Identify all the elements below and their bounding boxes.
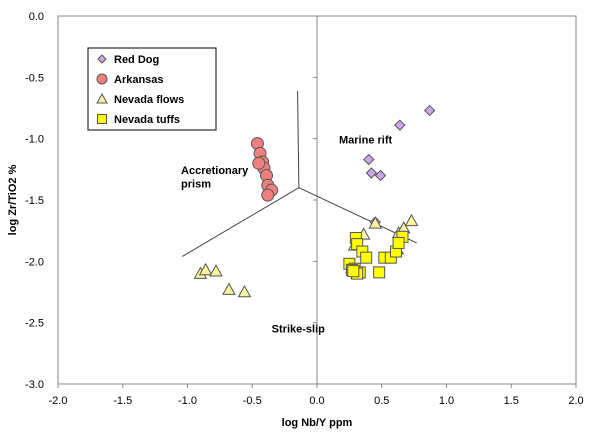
y-tick-label: -3.0 (25, 379, 44, 391)
point-red-dog (423, 104, 436, 117)
region-label: prism (181, 179, 211, 191)
legend-marker (96, 92, 108, 104)
point-nevada-tuffs (347, 265, 360, 278)
point-red-dog (374, 169, 387, 182)
legend: Red Dog Arkansas Nevada flows Nevada tuffs (87, 47, 217, 131)
x-tick-label: -2.0 (49, 395, 68, 407)
x-tick-label: -0.5 (243, 395, 262, 407)
legend-label: Arkansas (114, 74, 164, 86)
point-nevada-flows (209, 264, 223, 277)
x-tick-label: 0.5 (374, 395, 389, 407)
point-nevada-flows (368, 216, 383, 229)
x-tick-label: 1.5 (504, 395, 519, 407)
y-tick-label: -0.5 (25, 72, 44, 84)
point-nevada-flows (198, 262, 213, 276)
point-red-dog (365, 167, 378, 179)
y-tick-label: -2.5 (25, 318, 44, 330)
axes (57, 15, 577, 388)
x-tick-label: 1.0 (439, 395, 454, 407)
legend-label: Nevada flows (114, 94, 184, 106)
region-label: Strike-slip (272, 323, 325, 335)
legend-marker (97, 114, 107, 124)
x-tick-label: 0.0 (309, 395, 324, 407)
field-boundary-line (182, 187, 300, 257)
region-label: Marine rift (339, 135, 393, 147)
y-tick-label: -1.0 (25, 134, 44, 146)
point-red-dog (394, 119, 406, 131)
point-nevada-flows (404, 213, 419, 227)
field-boundary-line (297, 90, 300, 188)
point-red-dog (363, 153, 375, 166)
x-tick-label: -1.5 (113, 395, 132, 407)
y-tick-label: 0.0 (29, 11, 44, 23)
legend-marker (97, 54, 107, 64)
y-tick-label: -1.5 (25, 195, 44, 207)
legend-marker (96, 73, 108, 85)
legend-box (87, 47, 217, 131)
x-axis-title: log Nb/Y ppm (282, 417, 353, 429)
point-arkansas (252, 156, 266, 170)
region-label: Accretionary (181, 165, 249, 177)
legend-label: Red Dog (114, 54, 159, 66)
point-nevada-tuffs (360, 251, 373, 264)
point-nevada-flows (237, 284, 252, 298)
data-points (193, 104, 436, 298)
legend-label: Nevada tuffs (114, 114, 180, 126)
point-nevada-flows (222, 282, 236, 295)
x-tick-label: -1.0 (178, 395, 197, 407)
x-tick-label: 2.0 (568, 395, 583, 407)
tick-labels: -2.0 -1.5 -1.0 -0.5 0.0 0.5 1.0 1.5 2.0 0.0 -0.5 -1… (25, 11, 584, 407)
y-axis-title: log Zr/TiO2 % (7, 164, 19, 235)
y-tick-label: -2.0 (25, 256, 44, 268)
point-nevada-tuffs (373, 266, 386, 279)
point-nevada-tuffs (392, 236, 405, 249)
point-arkansas (261, 188, 275, 202)
region-labels: Accretionary prism Marine rift Strike-slip (181, 135, 393, 336)
